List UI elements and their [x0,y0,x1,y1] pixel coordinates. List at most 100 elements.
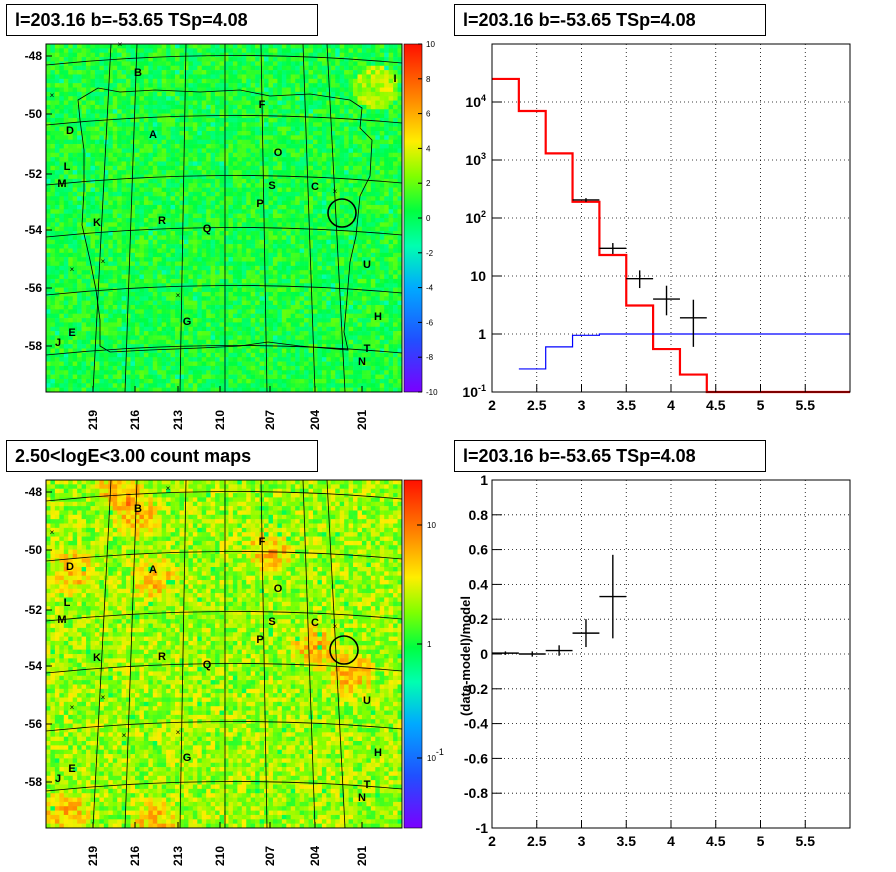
tsmap-pixel [228,91,234,97]
tsmap-pixel [246,265,251,271]
tsmap-pixel [143,361,149,367]
tsmap-pixel [99,100,105,106]
tsmap-pixel [90,309,96,314]
tsmap-pixel [175,61,180,67]
tsmap-pixel [299,96,305,101]
tsmap-pixel [317,283,323,288]
tsmap-pixel [224,335,229,341]
tsmap-pixel [197,178,203,184]
tsmap-pixel [68,235,73,241]
tsmap-pixel [201,157,207,162]
tsmap-pixel [277,287,283,293]
tsmap-pixel [90,357,96,362]
tsmap-pixel [259,174,265,180]
tsmap-pixel [117,74,122,80]
tsmap-pixel [183,87,189,93]
tsmap-pixel [86,126,91,132]
tsmap-pixel [264,104,269,110]
tsmap-pixel [277,305,283,310]
tsmap-pixel [94,283,100,288]
tsmap-pixel [143,352,149,358]
tsmap-pixel [206,235,211,241]
tsmap-pixel [112,65,118,71]
tsmap-pixel [139,261,145,267]
tsmap-pixel [94,131,100,136]
tsmap-pixel [161,70,167,75]
tsmap-pixel [183,244,189,249]
tsmap-pixel [321,109,327,114]
tsmap-pixel [304,235,309,241]
tsmap-pixel [135,157,140,162]
tsmap-pixel [54,231,60,236]
tsmap-pixel [317,157,323,162]
tsmap-pixel [313,70,318,75]
tsmap-pixel [286,131,292,136]
tsmap-pixel [108,309,114,314]
tsmap-pixel [121,291,127,297]
tsmap-pixel [63,165,69,171]
tsmap-pixel [290,265,296,271]
tsmap-pixel [255,270,260,275]
tsmap-pixel [86,52,91,58]
tsmap-pixel [77,231,82,236]
tsmap-pixel [201,365,207,371]
tsmap-pixel [179,357,185,362]
tsmap-pixel [183,139,189,145]
tsmap-pixel [197,70,203,75]
tsmap-pixel [197,318,203,323]
tsmap-pixel [161,300,167,306]
tsmap-pixel [148,200,154,206]
tsmap-pixel [197,239,203,245]
tsmap-pixel [175,374,180,380]
tsmap-pixel [170,96,176,101]
tsmap-pixel [192,122,198,127]
tsmap-pixel [188,252,194,258]
tsmap-pixel [170,309,176,314]
tsmap-pixel [148,335,154,341]
tsmap-pixel [161,122,167,127]
tsmap-pixel [59,148,65,154]
tsmap-pixel [295,57,300,62]
tsmap-pixel [126,200,131,206]
tsmap-pixel [68,187,73,193]
tsmap-pixel [183,361,189,367]
tsmap-pixel [228,57,234,62]
tsmap-pixel [59,387,65,393]
tsmap-pixel [246,235,251,241]
tsmap-pixel [290,296,296,301]
tsmap-pixel [72,235,78,241]
tsmap-pixel [46,83,51,88]
tsmap-pixel [90,344,96,349]
tsmap-pixel [135,204,140,210]
tsmap-pixel [175,117,180,123]
tsmap-pixel [246,161,251,167]
tsmap-pixel [313,244,318,249]
tsmap-pixel [228,196,234,201]
tsmap-pixel [175,144,180,149]
tsmap-pixel [219,109,225,114]
tsmap-pixel [59,139,65,145]
tsmap-pixel [299,65,305,71]
tsmap-pixel [77,287,82,293]
tsmap-pixel [139,226,145,232]
tsmap-pixel [277,61,283,67]
tsmap-pixel [197,117,203,123]
tsmap-pixel [201,352,207,358]
tsmap-pixel [175,387,180,393]
tsmap-pixel [308,213,314,219]
tsmap-pixel [295,109,300,114]
tsmap-pixel [112,357,118,362]
tsmap-pixel [290,339,296,345]
tsmap-pixel [63,278,69,284]
tsmap-pixel [255,61,260,67]
tsmap-pixel [135,91,140,97]
tsmap-pixel [210,365,216,371]
tsmap-pixel [170,200,176,206]
tsmap-pixel [321,83,327,88]
tsmap-pixel [179,161,185,167]
tsmap-pixel [99,318,105,323]
tsmap-pixel [206,191,211,197]
tsmap-pixel [108,196,114,201]
tsmap-pixel [290,226,296,232]
tsmap-pixel [72,305,78,310]
